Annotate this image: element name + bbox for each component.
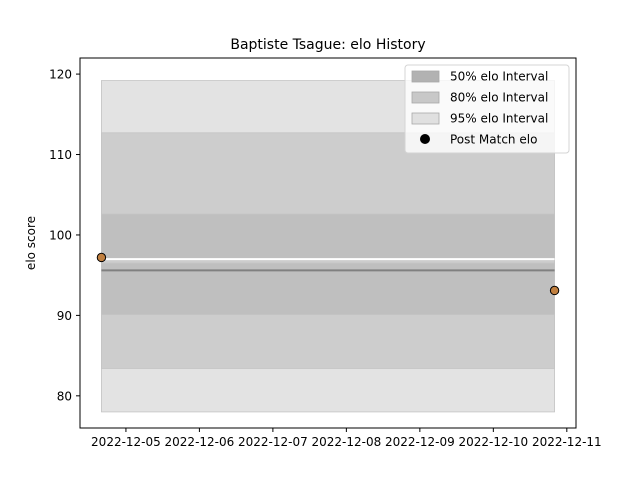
legend-swatch-0 <box>411 70 440 83</box>
legend-label-3: Post Match elo <box>450 133 537 147</box>
x-tick-label-4: 2022-12-09 <box>385 435 455 449</box>
x-axis: 2022-12-05 2022-12-06 2022-12-07 2022-12-08… <box>91 428 602 449</box>
legend-label-2: 95% elo Interval <box>450 112 548 126</box>
y-tick-label-0: 80 <box>57 389 72 403</box>
post-match-elo-point-1 <box>549 285 560 296</box>
x-tick-label-1: 2022-12-06 <box>165 435 235 449</box>
legend-box <box>404 64 570 154</box>
legend-label-0: 50% elo Interval <box>450 70 548 84</box>
post-match-elo-point-0 <box>96 252 107 263</box>
x-tick-label-0: 2022-12-05 <box>91 435 161 449</box>
legend-marker-3 <box>420 134 430 144</box>
y-tick-label-2: 100 <box>49 228 72 242</box>
legend-swatch-2 <box>411 112 440 125</box>
legend: 50% elo Interval 80% elo Interval 95% elo … <box>404 64 570 154</box>
y-axis: 80 90 100 110 120 <box>49 68 80 403</box>
x-tick-label-5: 2022-12-10 <box>458 435 528 449</box>
chart-title: Baptiste Tsague: elo History <box>230 37 425 53</box>
y-tick-label-4: 120 <box>49 68 72 82</box>
axes-frame <box>79 57 577 429</box>
y-tick-label-1: 90 <box>57 309 72 323</box>
legend-swatch-1 <box>411 91 440 104</box>
interval-band-50-1 <box>101 262 555 315</box>
x-tick-label-3: 2022-12-08 <box>311 435 381 449</box>
legend-label-1: 80% elo Interval <box>450 91 548 105</box>
interval-band-50-0 <box>101 213 555 260</box>
x-tick-label-2: 2022-12-07 <box>238 435 308 449</box>
y-tick-label-3: 110 <box>49 148 72 162</box>
x-tick-label-6: 2022-12-11 <box>532 435 602 449</box>
y-axis-label: elo score <box>24 216 38 270</box>
